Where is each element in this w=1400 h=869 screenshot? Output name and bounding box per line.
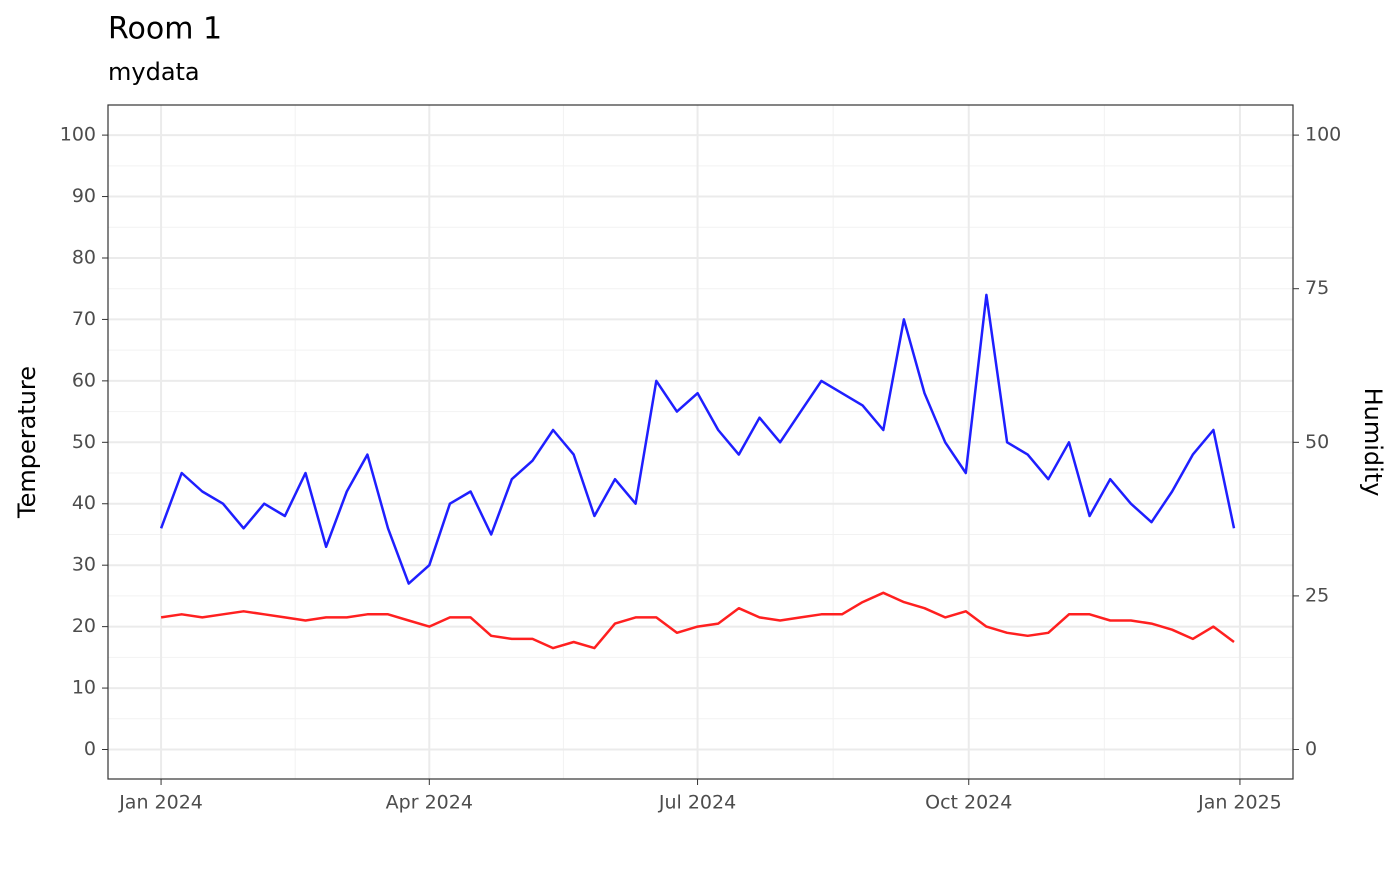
y-tick-label: 30 [72, 554, 96, 576]
y-tick-label: 80 [72, 246, 96, 268]
chart-title: Room 1 [108, 12, 222, 47]
y-tick-label: 60 [72, 369, 96, 391]
chart-subtitle: mydata [108, 58, 200, 86]
x-tick-label: Apr 2024 [386, 792, 473, 814]
y2-tick-label: 25 [1305, 584, 1329, 606]
y-tick-label: 20 [72, 615, 96, 637]
y-tick-label: 10 [72, 677, 96, 699]
x-tick-label: Jul 2024 [658, 792, 736, 814]
y-tick-label: 0 [84, 738, 96, 760]
line-series [159, 293, 1236, 585]
x-tick-label: Jan 2024 [118, 792, 203, 814]
x-tick-label: Jan 2025 [1197, 792, 1282, 814]
line-series [160, 591, 1235, 650]
y-tick-label: 90 [72, 185, 96, 207]
y2-tick-label: 50 [1305, 431, 1329, 453]
y2-axis-title: Humidity [1359, 388, 1387, 497]
y-tick-label: 50 [72, 431, 96, 453]
y-tick-label: 40 [72, 492, 96, 514]
y-axis-title: Temperature [13, 366, 41, 519]
y-tick-label: 70 [72, 308, 96, 330]
y-tick-label: 100 [60, 124, 96, 146]
plot-border [107, 104, 1294, 780]
x-tick-label: Oct 2024 [925, 792, 1012, 814]
y2-tick-label: 0 [1305, 738, 1317, 760]
y2-tick-label: 100 [1305, 124, 1341, 146]
y2-tick-label: 75 [1305, 277, 1329, 299]
